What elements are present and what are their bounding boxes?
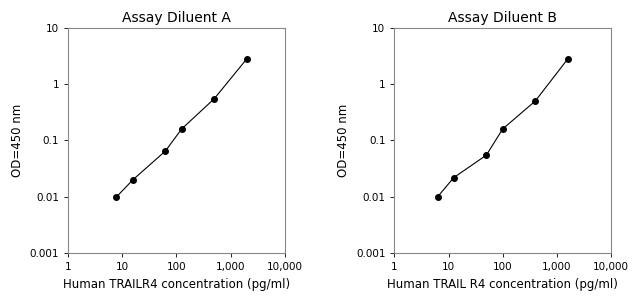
X-axis label: Human TRAILR4 concentration (pg/ml): Human TRAILR4 concentration (pg/ml) (63, 278, 290, 291)
Title: Assay Diluent A: Assay Diluent A (122, 11, 231, 25)
X-axis label: Human TRAIL R4 concentration (pg/ml): Human TRAIL R4 concentration (pg/ml) (387, 278, 618, 291)
Y-axis label: OD=450 nm: OD=450 nm (11, 104, 24, 177)
Title: Assay Diluent B: Assay Diluent B (448, 11, 557, 25)
Y-axis label: OD=450 nm: OD=450 nm (337, 104, 350, 177)
